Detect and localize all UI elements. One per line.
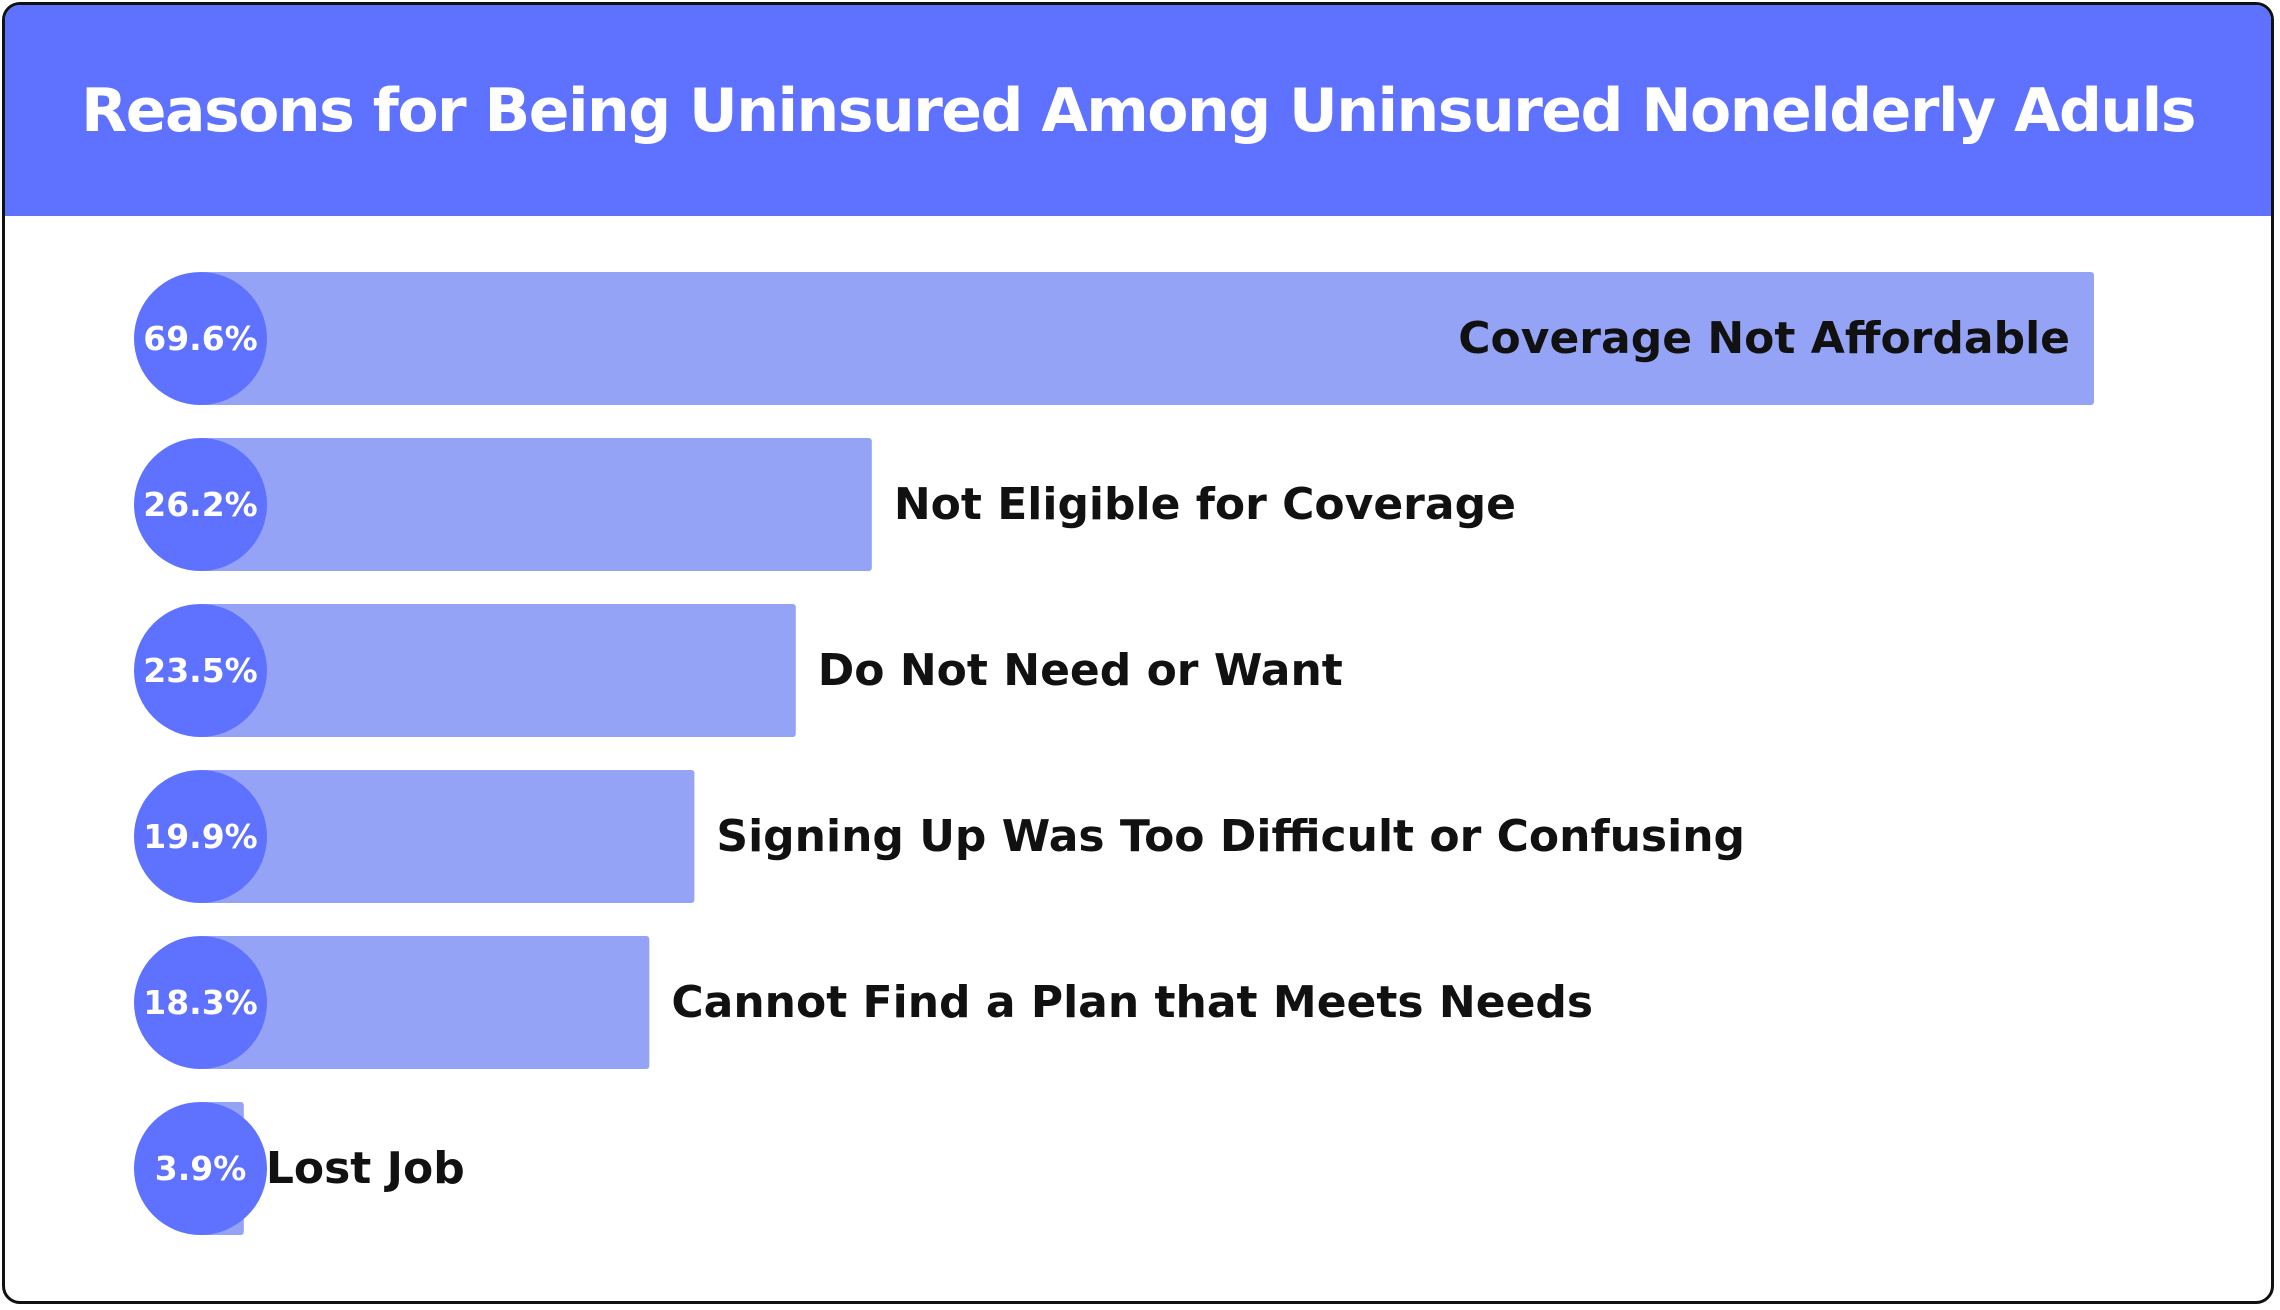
bar — [200, 936, 650, 1069]
value-bubble — [134, 770, 267, 903]
value-bubble — [134, 272, 267, 405]
bar-row: 19.9% Signing Up Was Too Difficult or Con… — [134, 770, 1745, 903]
bar — [200, 604, 796, 737]
bar-row: 26.2% Not Eligible for Coverage — [134, 438, 1516, 571]
chart-title: Reasons for Being Uninsured Among Uninsu… — [81, 75, 2196, 146]
data-label: 19.9% — [143, 817, 258, 856]
category-label: Lost Job — [266, 1143, 465, 1194]
data-label: 26.2% — [143, 485, 258, 524]
bar-row: 18.3% Cannot Find a Plan that Meets Needs — [134, 936, 1593, 1069]
category-label: Coverage Not Affordable — [1458, 313, 2070, 364]
bar — [200, 770, 695, 903]
category-label: Not Eligible for Coverage — [894, 479, 1516, 530]
chart-header: Reasons for Being Uninsured Among Uninsu… — [5, 5, 2271, 216]
bar-row: 69.6% Coverage Not Affordable — [134, 272, 2094, 405]
bar — [200, 272, 2094, 405]
data-label: 23.5% — [143, 651, 258, 690]
bar — [200, 438, 872, 571]
data-label: 3.9% — [155, 1149, 247, 1188]
bar-row: 3.9% Lost Job — [134, 1102, 465, 1235]
bar-row: 23.5% Do Not Need or Want — [134, 604, 1343, 737]
value-bubble — [134, 1102, 267, 1235]
category-label: Do Not Need or Want — [818, 645, 1343, 696]
data-label: 69.6% — [143, 319, 258, 358]
data-label: 18.3% — [143, 983, 258, 1022]
category-label: Cannot Find a Plan that Meets Needs — [671, 977, 1593, 1028]
category-label: Signing Up Was Too Difficult or Confusin… — [716, 811, 1745, 862]
value-bubble — [134, 936, 267, 1069]
value-bubble — [134, 438, 267, 571]
value-bubble — [134, 604, 267, 737]
